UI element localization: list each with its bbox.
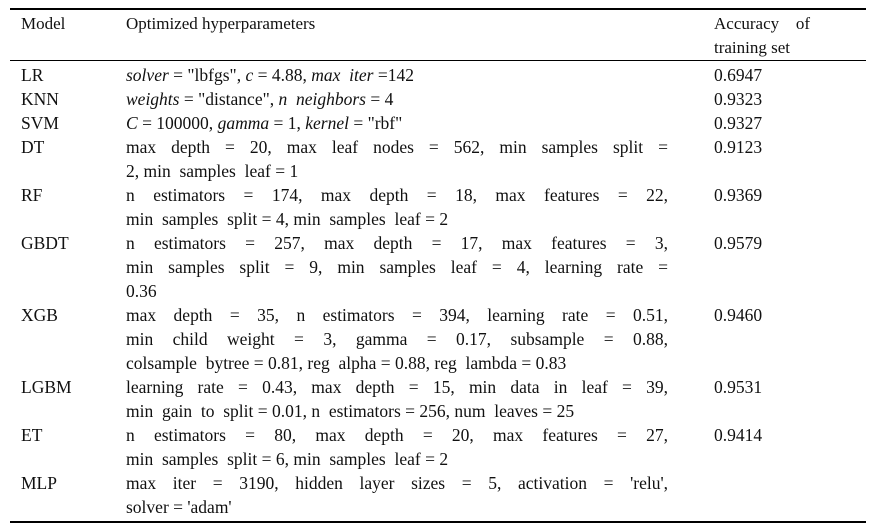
model-name: DT [21, 137, 45, 157]
model-name: ET [21, 425, 43, 445]
model-name: KNN [21, 89, 59, 109]
param-line: min samples split = 6, min samples leaf … [126, 449, 449, 469]
param-line: max depth = 35, n estimators = 394, lear… [126, 305, 668, 325]
hyperparameters-cell: max iter = 3190, hidden layer sizes = 5,… [126, 471, 712, 519]
accuracy-value: 0.6947 [714, 65, 763, 85]
accuracy-value: 0.9369 [714, 185, 763, 205]
table-row: RF n estimators = 174, max depth = 18, ma… [10, 183, 866, 231]
hyperparameters-cell: learning rate = 0.43, max depth = 15, mi… [126, 375, 712, 423]
hyperparameters-cell: C = 100000, gamma = 1, kernel = "rbf" [126, 111, 712, 135]
param-value: = "distance", [179, 89, 279, 109]
param-name: gamma [217, 113, 270, 133]
param-name: kernel [305, 113, 349, 133]
hyperparameters-cell: max depth = 35, n estimators = 394, lear… [126, 303, 712, 375]
param-name: weights [126, 89, 180, 109]
header-model: Model [21, 14, 66, 33]
table-header-rule [10, 60, 866, 61]
param-line: 2, min samples leaf = 1 [126, 161, 299, 181]
param-value: = 1, [269, 113, 306, 133]
table-header: Model Optimized hyperparameters Accuracy… [10, 10, 866, 60]
param-value: = "lbfgs", [168, 65, 246, 85]
param-line: solver = 'adam' [126, 497, 232, 517]
hyperparameter-table: Model Optimized hyperparameters Accuracy… [10, 8, 866, 523]
model-name: MLP [21, 473, 57, 493]
param-name: solver [126, 65, 169, 85]
param-value: = 4 [365, 89, 394, 109]
accuracy-value: 0.9460 [714, 305, 763, 325]
hyperparameters-cell: max depth = 20, max leaf nodes = 562, mi… [126, 135, 712, 183]
hyperparameters-cell: n estimators = 80, max depth = 20, max f… [126, 423, 712, 471]
table-bottom-rule [10, 521, 866, 523]
model-name: LGBM [21, 377, 72, 397]
hyperparameters-cell: n estimators = 174, max depth = 18, max … [126, 183, 712, 231]
table-row: XGB max depth = 35, n estimators = 394, l… [10, 303, 866, 375]
param-value: = 4.88, [253, 65, 312, 85]
accuracy-value: 0.9414 [714, 425, 763, 445]
param-line: min gain to split = 0.01, n estimators =… [126, 401, 575, 421]
param-line: max iter = 3190, hidden layer sizes = 5,… [126, 473, 668, 493]
header-accuracy: Accuracy of training set [714, 14, 810, 57]
param-line: min samples split = 9, min samples leaf … [126, 257, 668, 277]
hyperparameters-cell: solver = "lbfgs", c = 4.88, max iter =14… [126, 63, 712, 87]
accuracy-value: 0.9579 [714, 233, 763, 253]
table-body: LR solver = "lbfgs", c = 4.88, max iter =… [10, 61, 866, 521]
table-row: ET n estimators = 80, max depth = 20, max… [10, 423, 866, 471]
table-row: LGBM learning rate = 0.43, max depth = 15… [10, 375, 866, 423]
param-value: = "rbf" [348, 113, 403, 133]
param-line: n estimators = 257, max depth = 17, max … [126, 233, 668, 253]
model-name: RF [21, 185, 43, 205]
param-line: learning rate = 0.43, max depth = 15, mi… [126, 377, 668, 397]
model-name: GBDT [21, 233, 69, 253]
accuracy-value: 0.9123 [714, 137, 763, 157]
table-top-rule [10, 8, 866, 10]
table-row: GBDT n estimators = 257, max depth = 17, … [10, 231, 866, 303]
table-row: LR solver = "lbfgs", c = 4.88, max iter =… [10, 63, 866, 87]
hyperparameters-cell: weights = "distance", n neighbors = 4 [126, 87, 712, 111]
model-name: LR [21, 65, 44, 85]
accuracy-value [712, 471, 866, 519]
accuracy-value: 0.9531 [714, 377, 763, 397]
param-line: n estimators = 80, max depth = 20, max f… [126, 425, 668, 445]
table-row: DT max depth = 20, max leaf nodes = 562, … [10, 135, 866, 183]
param-line: 0.36 [126, 281, 157, 301]
accuracy-value: 0.9327 [714, 113, 763, 133]
param-name: C [126, 113, 138, 133]
param-line: min samples split = 4, min samples leaf … [126, 209, 449, 229]
model-name: XGB [21, 305, 58, 325]
table-row: MLP max iter = 3190, hidden layer sizes =… [10, 471, 866, 519]
hyperparameters-cell: n estimators = 257, max depth = 17, max … [126, 231, 712, 303]
param-value: = 100000, [137, 113, 218, 133]
param-line: n estimators = 174, max depth = 18, max … [126, 185, 668, 205]
param-name: c [245, 65, 254, 85]
param-line: max depth = 20, max leaf nodes = 562, mi… [126, 137, 668, 157]
accuracy-value: 0.9323 [714, 89, 763, 109]
param-name: n neighbors [278, 89, 366, 109]
param-name: max iter [311, 65, 374, 85]
header-hyperparameters: Optimized hyperparameters [126, 14, 316, 33]
param-line: colsample bytree = 0.81, reg alpha = 0.8… [126, 353, 567, 373]
param-value: =142 [373, 65, 414, 85]
table-row: SVM C = 100000, gamma = 1, kernel = "rbf"… [10, 111, 866, 135]
table-row: KNN weights = "distance", n neighbors = 4… [10, 87, 866, 111]
param-line: min child weight = 3, gamma = 0.17, subs… [126, 329, 668, 349]
model-name: SVM [21, 113, 59, 133]
